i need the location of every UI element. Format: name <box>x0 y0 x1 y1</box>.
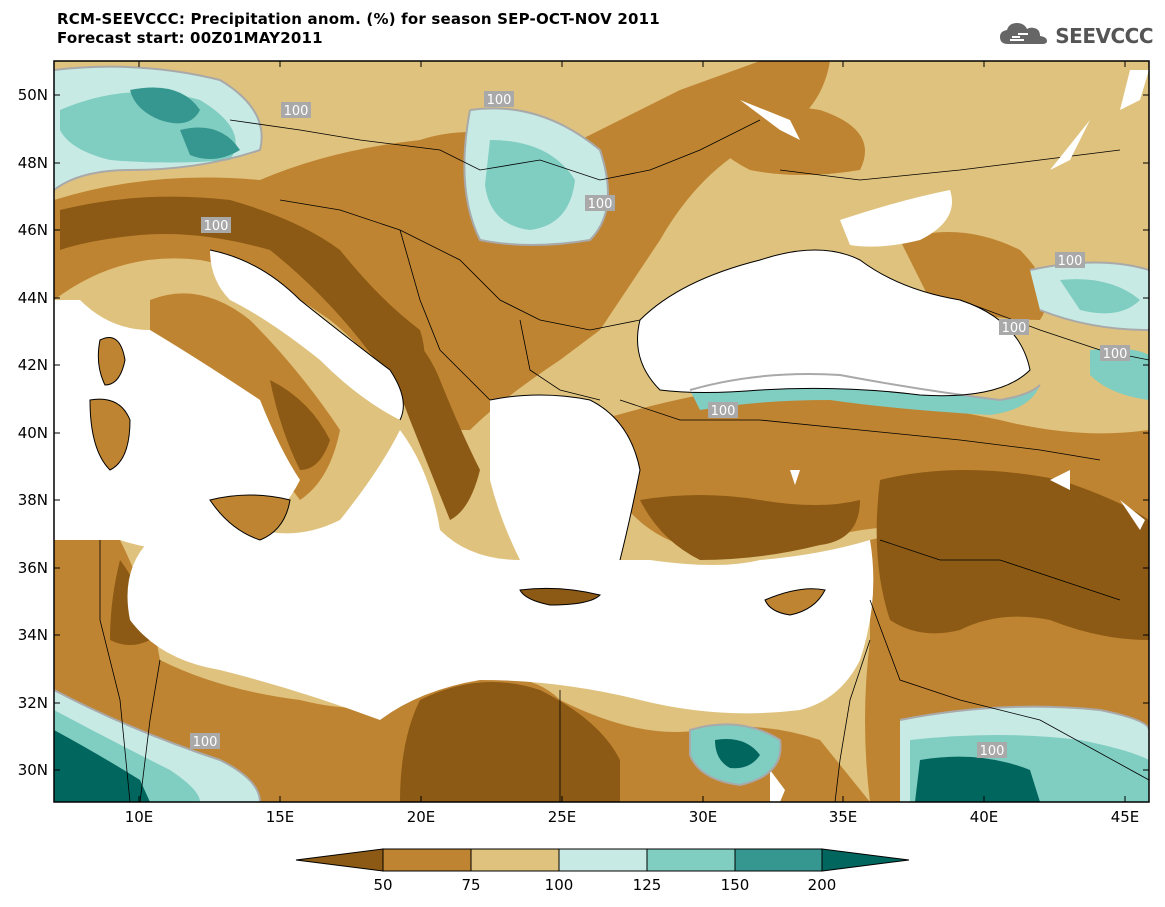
map-title: RCM-SEEVCCC: Precipitation anom. (%) for… <box>57 10 660 48</box>
sardinia <box>90 399 130 470</box>
cyprus <box>765 588 825 615</box>
colorbar-segment-150-200 <box>734 848 823 872</box>
contour-lines <box>54 65 1149 802</box>
cloud-icon <box>998 20 1052 52</box>
field-wet-egypt-core <box>715 739 760 769</box>
red-sea-tip <box>770 770 785 802</box>
field-lt50-libya <box>400 682 620 802</box>
svg-text:100: 100 <box>193 735 218 750</box>
colorbar-segment-75-100 <box>470 848 560 872</box>
field-lt50-syria <box>876 470 1149 640</box>
colorbar-label: 200 <box>808 876 837 894</box>
field-50-75-balkans <box>54 61 830 430</box>
field-lt50-alps <box>60 196 425 400</box>
contour-label: 100 <box>708 402 738 419</box>
svg-text:100: 100 <box>1103 347 1128 362</box>
field-wet-central-europe-core <box>130 87 240 159</box>
sicily <box>210 495 290 540</box>
corsica <box>98 337 125 385</box>
lat-tick-label: 42N <box>18 356 48 374</box>
svg-text:100: 100 <box>1058 254 1083 269</box>
lat-tick-label: 34N <box>18 626 48 644</box>
contour-label: 100 <box>1100 345 1130 362</box>
logo-text: SEEVCCC <box>1055 24 1153 48</box>
field-wet-georgia <box>1090 348 1149 400</box>
colorbar-segment-50-75 <box>382 848 472 872</box>
lat-tick-label: 44N <box>18 289 48 307</box>
title-line-2: Forecast start: 00Z01MAY2011 <box>57 29 323 47</box>
lat-tick-label: 32N <box>18 694 48 712</box>
lon-tick-label: 15E <box>266 808 295 826</box>
lon-axis: 10E 15E 20E 25E 30E 35E 40E 45E <box>125 61 1140 826</box>
field-lt50-anatolia-south <box>640 495 860 560</box>
field-wet-arabia-core <box>915 756 1040 802</box>
field-lt50-italy-south <box>270 380 330 470</box>
adriatic-sea <box>210 250 404 420</box>
field-lt50-balkans <box>380 320 480 520</box>
contour-label: 100 <box>190 733 220 750</box>
missing-data-patches <box>740 70 1149 530</box>
lat-tick-label: 36N <box>18 559 48 577</box>
colorbar-segment-100-125 <box>558 848 648 872</box>
field-wet-sahara-core <box>54 730 150 802</box>
map-frame <box>53 60 1150 803</box>
field-wet-caucasus-inner <box>1060 279 1140 314</box>
contour-label: 100 <box>1055 252 1085 269</box>
colorbar-label: 50 <box>373 876 392 894</box>
lat-tick-label: 40N <box>18 424 48 442</box>
colorbar-segment-gt200 <box>821 848 910 872</box>
lon-tick-label: 30E <box>689 808 718 826</box>
lon-tick-label: 10E <box>125 808 154 826</box>
field-wet-carpathians-inner <box>485 140 575 230</box>
lat-tick-label: 50N <box>18 86 48 104</box>
colorbar-label: 150 <box>721 876 750 894</box>
black-sea <box>637 250 1030 396</box>
colorbar-label: 75 <box>461 876 480 894</box>
lon-tick-label: 45E <box>1111 808 1140 826</box>
lon-tick-label: 25E <box>548 808 577 826</box>
contour-label: 100 <box>281 102 311 119</box>
svg-text:100: 100 <box>1002 321 1027 336</box>
lat-tick-label: 46N <box>18 221 48 239</box>
lat-axis: 50N 48N 46N 44N 42N 40N 38N 36N 34N 32N … <box>18 86 1149 779</box>
colorbar-label: 125 <box>633 876 662 894</box>
mediterranean-sea <box>54 300 874 720</box>
field-50-75-north-africa <box>54 540 870 802</box>
colorbar: 50 75 100 125 150 200 <box>295 848 910 894</box>
field-50-75-ukraine <box>700 106 865 175</box>
lon-tick-label: 40E <box>970 808 999 826</box>
contour-label: 100 <box>977 742 1007 759</box>
title-line-1: RCM-SEEVCCC: Precipitation anom. (%) for… <box>57 10 660 28</box>
svg-text:100: 100 <box>204 219 229 234</box>
svg-text:100: 100 <box>284 104 309 119</box>
svg-text:100: 100 <box>588 197 613 212</box>
seevccc-logo: SEEVCCC <box>998 20 1153 52</box>
svg-text:100: 100 <box>711 404 736 419</box>
contour-labels: 100 100 100 100 100 100 100 100 100 100 <box>190 91 1130 759</box>
colorbar-segment-125-150 <box>646 848 736 872</box>
lon-tick-label: 20E <box>407 808 436 826</box>
crete <box>520 588 600 605</box>
lon-tick-label: 35E <box>829 808 858 826</box>
map-area: 100 100 100 100 100 100 100 100 100 100 <box>54 61 1149 802</box>
svg-text:100: 100 <box>487 93 512 108</box>
contour-label: 100 <box>484 91 514 108</box>
sea-of-azov <box>840 190 952 247</box>
coastlines <box>89 249 1031 616</box>
svg-text:100: 100 <box>980 744 1005 759</box>
colorbar-segment-lt50 <box>295 848 384 872</box>
colorbar-label: 100 <box>545 876 574 894</box>
contour-label: 100 <box>999 319 1029 336</box>
aegean-sea <box>490 395 640 560</box>
contour-label: 100 <box>585 195 615 212</box>
lat-tick-label: 48N <box>18 154 48 172</box>
contour-label: 100 <box>201 217 231 234</box>
lat-tick-label: 38N <box>18 491 48 509</box>
lat-tick-label: 30N <box>18 761 48 779</box>
